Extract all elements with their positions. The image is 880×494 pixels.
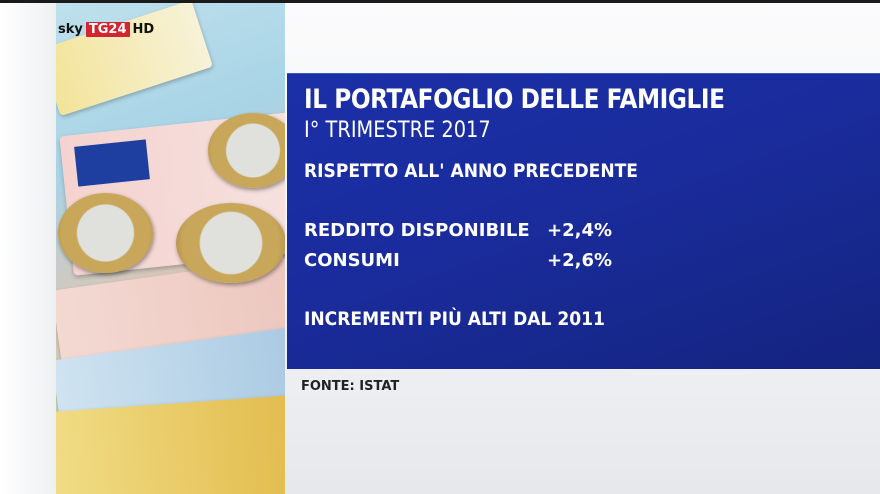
source-label: FONTE: ISTAT	[301, 379, 400, 394]
euro-coin	[58, 193, 153, 273]
eu-flag	[74, 139, 150, 187]
row-value-reddito: +2,4%	[547, 220, 613, 241]
row-value-consumi: +2,6%	[547, 250, 613, 271]
banknote-5	[56, 3, 213, 117]
euro-coin	[176, 203, 285, 283]
euro-banknotes-photo	[56, 3, 285, 494]
comparison-label: RISPETTO ALL' ANNO PRECEDENTE	[304, 160, 638, 182]
panel-subtitle: I° TRIMESTRE 2017	[304, 118, 491, 143]
banknote-50	[56, 393, 285, 494]
logo-hd: HD	[132, 22, 155, 37]
channel-logo: sky TG24 HD	[58, 22, 154, 37]
background-left	[0, 3, 56, 494]
info-panel: IL PORTAFOGLIO DELLE FAMIGLIE I° TRIMEST…	[287, 73, 880, 369]
euro-coin	[208, 113, 285, 188]
row-label-reddito: REDDITO DISPONIBILE	[304, 220, 530, 241]
row-label-consumi: CONSUMI	[304, 250, 400, 271]
panel-note: INCREMENTI PIÙ ALTI DAL 2011	[304, 308, 605, 330]
panel-title: IL PORTAFOGLIO DELLE FAMIGLIE	[304, 84, 725, 115]
logo-tg24: TG24	[85, 22, 130, 37]
logo-sky: sky	[58, 22, 83, 37]
top-border	[0, 0, 880, 3]
